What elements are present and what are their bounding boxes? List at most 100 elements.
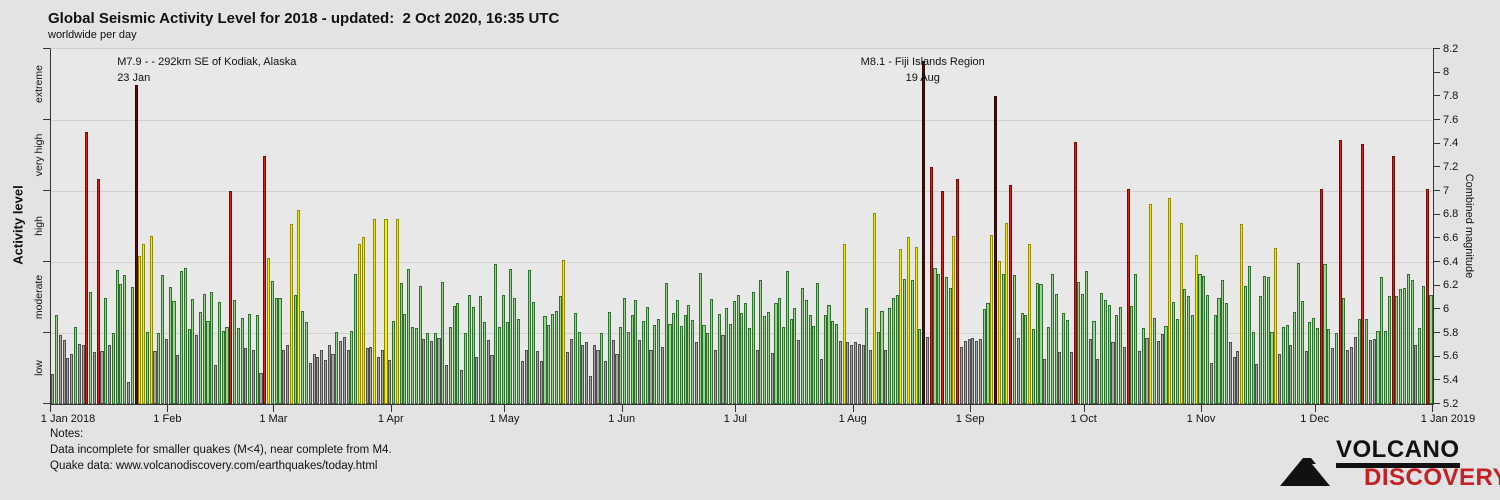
bar-day-68: [304, 322, 309, 404]
bar-day-44: [214, 364, 218, 404]
bar-day-356: [1395, 296, 1399, 404]
bar-day-363: [1421, 285, 1425, 404]
bar-day-124: [516, 318, 521, 404]
bar-day-91: [392, 321, 396, 404]
bar-day-170: [691, 319, 695, 404]
bar-day-213: [853, 342, 858, 404]
bar-day-212: [850, 344, 854, 404]
bar-day-201: [808, 315, 812, 404]
right-tick-label-6.8: 6.8: [1443, 208, 1459, 221]
bar-day-345: [1353, 336, 1357, 404]
bar-day-198: [797, 340, 801, 404]
bar-day-183: [740, 312, 744, 404]
bar-day-209: [838, 341, 842, 404]
bar-day-135: [558, 296, 562, 404]
bar-day-346: [1357, 318, 1361, 404]
x-label-1-Jan-2018: 1 Jan 2018: [40, 413, 96, 425]
bar-day-80: [350, 330, 354, 404]
bar-day-347: [1361, 143, 1365, 404]
bar-day-152: [622, 297, 627, 404]
bar-day-178: [721, 335, 725, 404]
right-tick-label-5.2: 5.2: [1443, 397, 1459, 410]
bar-day-84: [365, 348, 369, 404]
bar-day-187: [755, 349, 759, 404]
right-tick-6: [1433, 308, 1440, 310]
logo-text-discovery: DISCOVERY: [1364, 464, 1500, 491]
x-tick-9: [1083, 404, 1085, 412]
left-tick-7: [43, 190, 50, 191]
bar-day-81: [354, 273, 358, 404]
bar-day-99: [422, 338, 426, 404]
bar-day-85: [369, 347, 373, 404]
bar-day-349: [1368, 340, 1372, 404]
bar-day-189: [763, 316, 767, 404]
bar-day-89: [384, 219, 388, 404]
bar-day-105: [445, 364, 449, 404]
bar-day-83: [361, 237, 365, 404]
bar-day-149: [611, 340, 615, 404]
bar-day-167: [679, 325, 683, 404]
bar-day-90: [388, 360, 392, 404]
bar-day-260: [1031, 329, 1035, 404]
bar-day-268: [1062, 312, 1066, 404]
left-tick-6.4: [43, 261, 50, 262]
bar-day-142: [585, 342, 589, 404]
right-tick-6.8: [1433, 213, 1440, 215]
bar-day-115: [482, 322, 486, 404]
bar-day-365: [1429, 295, 1433, 404]
bar-day-67: [301, 310, 305, 404]
bar-day-101: [429, 341, 433, 404]
bar-day-323: [1270, 331, 1274, 404]
bar-day-261: [1035, 283, 1039, 404]
bar-day-65: [293, 295, 297, 404]
bar-day-127: [528, 270, 532, 404]
bar-day-4: [62, 340, 66, 404]
right-tick-7.4: [1433, 142, 1440, 144]
bar-day-18: [115, 270, 119, 404]
bar-day-104: [441, 282, 445, 404]
notes-line-1: Data incomplete for smaller quakes (M<4)…: [50, 443, 392, 456]
bar-day-227: [906, 237, 911, 404]
bar-day-34: [176, 355, 180, 404]
bar-day-354: [1387, 296, 1391, 404]
bar-day-139: [573, 312, 577, 404]
bar-day-162: [660, 347, 664, 404]
x-tick-4: [504, 404, 506, 412]
bar-day-340: [1334, 333, 1338, 404]
bar-day-322: [1266, 277, 1270, 404]
bar-day-156: [638, 340, 642, 404]
bar-day-163: [664, 283, 668, 404]
right-tick-8: [1433, 71, 1440, 73]
bar-day-210: [842, 244, 846, 404]
bar-day-148: [607, 311, 611, 404]
bar-day-319: [1255, 363, 1259, 404]
bar-day-93: [399, 283, 403, 404]
bar-day-103: [437, 337, 441, 404]
gridline-6.4: [51, 262, 1433, 263]
bar-day-287: [1134, 273, 1138, 404]
bar-day-129: [535, 350, 539, 404]
gridline-7.6: [51, 120, 1433, 121]
category-label-moderate: moderate: [33, 274, 45, 319]
bar-day-3: [58, 335, 62, 404]
bar-day-41: [202, 293, 206, 404]
right-tick-7.8: [1433, 95, 1440, 97]
bar-day-114: [479, 296, 483, 404]
bar-day-157: [641, 321, 645, 404]
bar-day-250: [994, 96, 998, 404]
right-tick-label-8: 8: [1443, 66, 1450, 79]
bar-day-214: [857, 343, 861, 404]
bar-day-72: [320, 349, 324, 404]
bar-day-245: [975, 341, 979, 404]
bar-day-63: [286, 344, 290, 404]
bar-day-53: [248, 314, 252, 404]
bar-day-177: [717, 314, 721, 404]
bar-day-16: [108, 344, 112, 404]
bar-day-9: [81, 344, 85, 404]
bar-day-181: [732, 301, 736, 404]
bar-day-122: [509, 269, 513, 404]
bar-day-59: [270, 280, 274, 404]
bar-day-291: [1149, 204, 1153, 404]
bar-day-192: [774, 303, 778, 404]
